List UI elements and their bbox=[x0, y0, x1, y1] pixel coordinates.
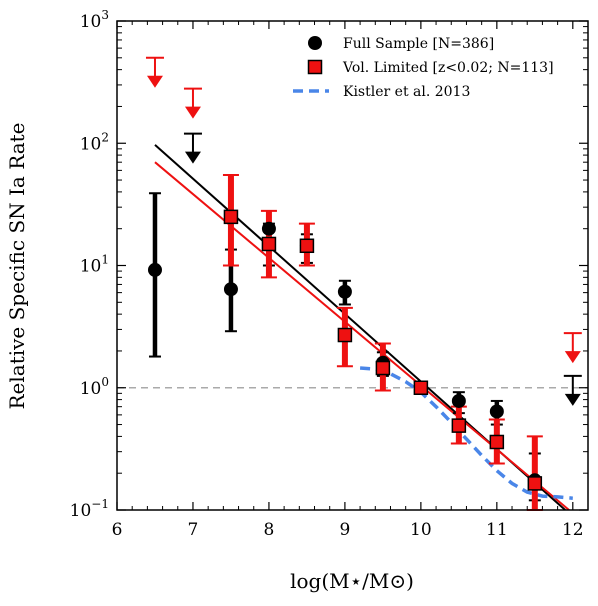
y-tick-label: 10−1 bbox=[70, 497, 109, 521]
full-sample-point bbox=[489, 404, 504, 419]
legend-marker bbox=[308, 36, 322, 50]
vol-limited-upper-limit bbox=[183, 87, 202, 119]
y-axis-title: Relative Specific SN Ia Rate bbox=[5, 122, 29, 409]
vol-limited-point bbox=[527, 476, 543, 491]
full-sample-upper-limit bbox=[563, 374, 582, 406]
x-tick-label: 10 bbox=[410, 520, 432, 540]
vol-limited-point bbox=[337, 327, 353, 343]
x-tick-label: 9 bbox=[339, 520, 350, 540]
full-sample-point bbox=[451, 393, 466, 408]
legend-label: Kistler et al. 2013 bbox=[343, 84, 470, 100]
legend-entry: Full Sample [N=386] bbox=[308, 36, 494, 52]
full-sample-point bbox=[223, 282, 238, 297]
vol-limited-point bbox=[261, 236, 277, 252]
vol-limited-point bbox=[413, 380, 429, 395]
vol-limited-error-bar bbox=[526, 435, 543, 511]
vol-limited-point bbox=[223, 209, 239, 225]
error-bars-layer bbox=[148, 173, 543, 511]
legend-label: Vol. Limited [z<0.02; N=113] bbox=[342, 60, 554, 76]
upper-limits-layer bbox=[145, 56, 582, 406]
vol-limited-upper-limit bbox=[145, 56, 164, 88]
x-tick-label: 8 bbox=[264, 520, 275, 540]
markers-layer bbox=[147, 209, 543, 491]
full-sample-point bbox=[147, 262, 162, 277]
x-tick-label: 11 bbox=[486, 520, 508, 540]
vol-limited-point bbox=[489, 434, 505, 450]
full-sample-point bbox=[261, 221, 276, 236]
x-tick-label: 7 bbox=[188, 520, 199, 540]
y-tick-label: 101 bbox=[80, 253, 109, 277]
legend-marker bbox=[307, 59, 323, 75]
vol-limited-fit-line bbox=[154, 161, 570, 510]
x-tick-label: 12 bbox=[562, 520, 584, 540]
full-sample-point bbox=[337, 284, 352, 299]
legend: Full Sample [N=386] Vol. Limited [z<0.02;… bbox=[293, 36, 554, 100]
y-tick-label: 100 bbox=[80, 375, 109, 399]
ticks-layer: 6 7 8 9 10 11 12 10−1 100 101 102 103 bbox=[70, 8, 588, 540]
vol-limited-point bbox=[451, 418, 467, 433]
legend-entry: Kistler et al. 2013 bbox=[293, 84, 470, 100]
vol-limited-upper-limit bbox=[563, 332, 582, 364]
legend-label: Full Sample [N=386] bbox=[343, 36, 494, 52]
kistler-curve bbox=[359, 366, 573, 500]
fit-lines-layer bbox=[154, 144, 570, 510]
x-tick-label: 6 bbox=[112, 520, 123, 540]
x-axis-title: log(M⋆/M⊙) bbox=[290, 569, 414, 593]
vol-limited-point bbox=[375, 360, 391, 376]
full-sample-upper-limit bbox=[183, 132, 202, 164]
vol-limited-point bbox=[299, 238, 315, 254]
y-tick-label: 102 bbox=[80, 130, 109, 154]
legend-entry: Vol. Limited [z<0.02; N=113] bbox=[307, 59, 554, 76]
y-tick-label: 103 bbox=[80, 8, 109, 32]
kistler-curve-layer bbox=[359, 366, 573, 500]
